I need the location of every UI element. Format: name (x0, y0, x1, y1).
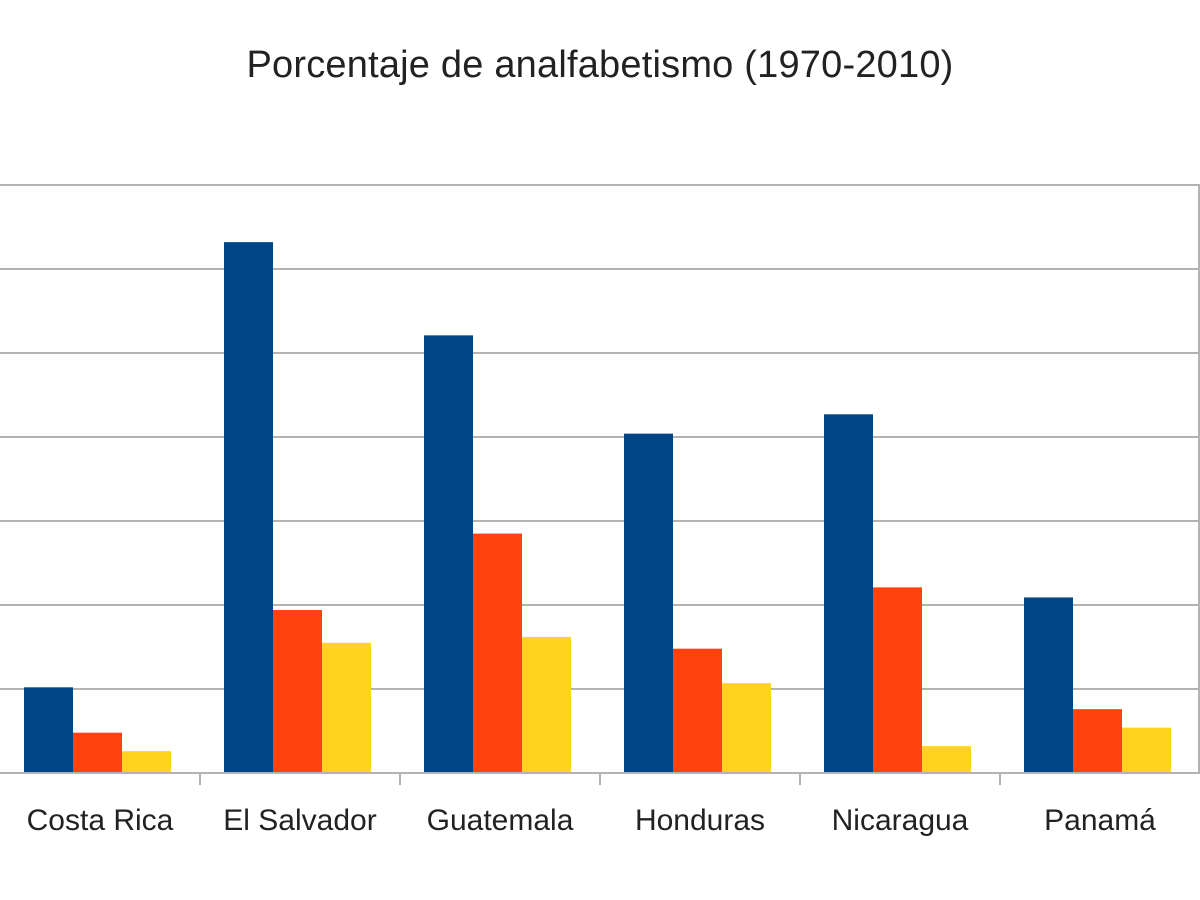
bar-series1-nicaragua (824, 414, 873, 773)
bar-series2-nicaragua (873, 587, 922, 773)
gridlines (0, 184, 1200, 774)
bar-series2-el-salvador (273, 610, 322, 773)
x-tick-label: Guatemala (427, 804, 574, 837)
bar-series3-el-salvador (322, 642, 371, 773)
x-tick-label: El Salvador (223, 804, 376, 837)
bar-series3-honduras (722, 683, 771, 773)
bar-series2-costa-rica (73, 732, 122, 773)
bar-series2-guatemala (473, 533, 522, 773)
x-tick-label: Honduras (635, 804, 765, 837)
bar-series3-panamá (1122, 727, 1171, 773)
x-tick-label: Panamá (1044, 804, 1156, 837)
bar-series1-el-salvador (224, 242, 273, 773)
bars (24, 242, 1171, 773)
bar-series1-guatemala (424, 335, 473, 773)
bar-series1-panamá (1024, 597, 1073, 773)
bar-series2-honduras (673, 648, 722, 773)
x-axis: Costa Rica El Salvador Guatemala Honduras Ni… (0, 772, 1200, 837)
x-tick-label: Nicaragua (832, 804, 969, 837)
bar-series3-nicaragua (922, 746, 971, 773)
x-tick-label: Costa Rica (27, 804, 174, 837)
bar-series3-costa-rica (122, 751, 171, 773)
bar-series2-panamá (1073, 709, 1122, 773)
bar-series1-honduras (624, 433, 673, 773)
chart-title: Porcentaje de analfabetismo (1970-2010) (246, 44, 954, 86)
bar-series3-guatemala (522, 636, 571, 773)
bar-series1-costa-rica (24, 687, 73, 773)
